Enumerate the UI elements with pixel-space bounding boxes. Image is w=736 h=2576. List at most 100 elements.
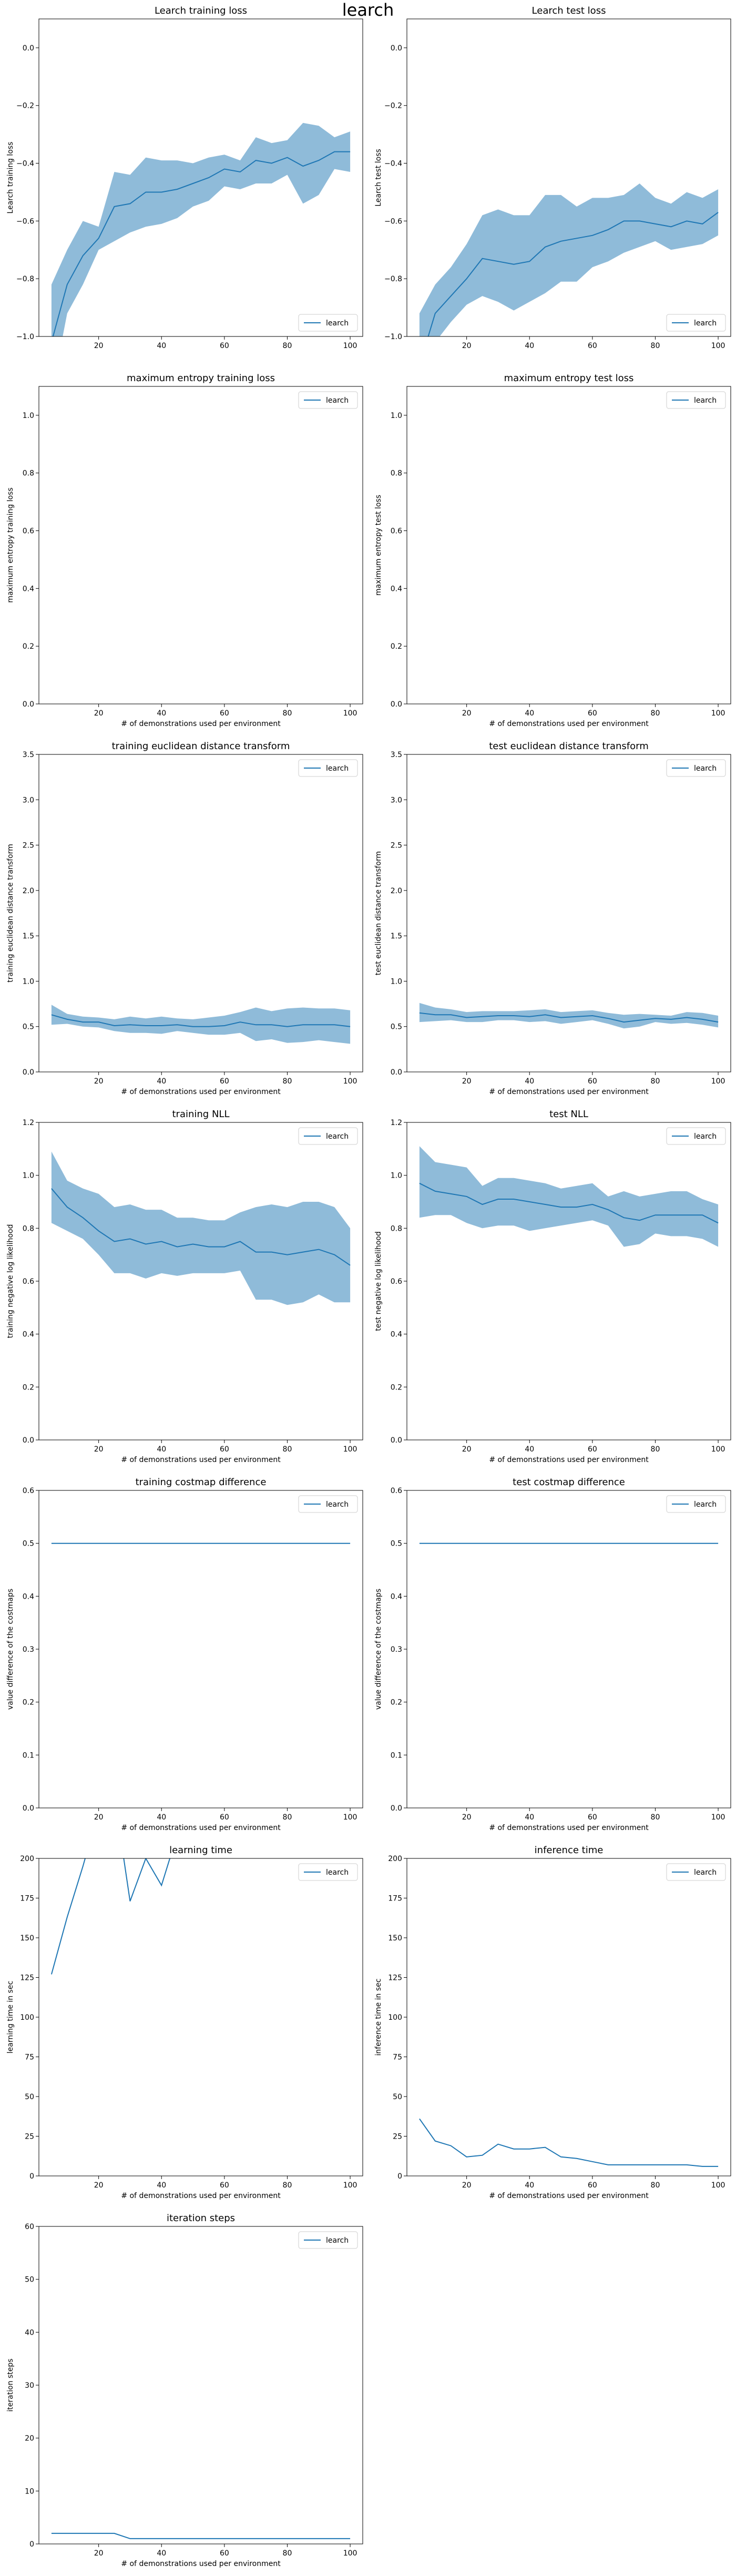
x-tick-label: 40 <box>525 342 534 350</box>
y-tick-label: 150 <box>388 1934 402 1943</box>
y-tick-label: −0.8 <box>384 275 402 283</box>
x-tick-label: 20 <box>462 1445 472 1454</box>
x-tick-label: 80 <box>651 709 660 718</box>
chart-title: iteration steps <box>167 2213 235 2224</box>
legend-box <box>298 759 358 777</box>
legend-box <box>666 1127 726 1145</box>
y-axis-label: test euclidean distance transform <box>374 851 383 975</box>
plot-area <box>419 183 719 336</box>
y-tick-label: 1.5 <box>391 932 402 941</box>
y-axis-label: training euclidean distance transform <box>6 844 15 982</box>
y-tick-label: 0.0 <box>391 1804 402 1813</box>
chart-panel-9: training costmap difference 20 40 60 80 100 0.… <box>6 1477 363 1832</box>
x-tick-label: 100 <box>343 1445 357 1454</box>
axes-frame <box>38 1858 363 2176</box>
legend-box <box>298 314 358 332</box>
x-tick-label: 80 <box>283 342 292 350</box>
y-axis-label: Learch training loss <box>6 142 15 214</box>
x-tick-label: 60 <box>220 1077 229 1086</box>
x-tick-label: 100 <box>343 2549 357 2558</box>
legend-label: learch <box>326 396 349 405</box>
chart-title: training euclidean distance transform <box>112 741 290 752</box>
chart-panel-8: test NLL 20 40 60 80 100 0.0 0.2 0.4 0.6 0.8 1.0 1.2… <box>374 1109 731 1464</box>
y-tick-label: 0.4 <box>23 585 34 593</box>
y-tick-label: 25 <box>25 2133 34 2141</box>
x-tick-label: 100 <box>343 709 357 718</box>
chart-panel-5: training euclidean distance transform 20 4… <box>6 741 363 1096</box>
y-tick-label: 0.4 <box>391 1592 402 1601</box>
y-tick-label: −1.0 <box>384 333 402 341</box>
chart-title: training costmap difference <box>136 1477 267 1488</box>
y-tick-label: 50 <box>25 2276 34 2284</box>
chart-title: inference time <box>535 1845 604 1856</box>
y-tick-label: 60 <box>25 2223 34 2231</box>
x-tick-label: 60 <box>220 1813 229 1822</box>
x-tick-label: 100 <box>343 1813 357 1822</box>
x-tick-label: 100 <box>711 342 725 350</box>
legend-box <box>666 1863 726 1881</box>
x-tick-label: 20 <box>462 342 472 350</box>
y-tick-label: 0.2 <box>23 1383 34 1392</box>
y-tick-label: 0.0 <box>391 1436 402 1445</box>
x-axis-label: # of demonstrations used per environment <box>489 1456 649 1464</box>
x-tick-label: 80 <box>283 709 292 718</box>
x-tick-label: 20 <box>94 1813 104 1822</box>
series-line-1 <box>51 2532 351 2539</box>
legend-label: learch <box>326 764 349 773</box>
y-tick-label: 0.8 <box>23 469 34 478</box>
legend-label: learch <box>326 2236 349 2245</box>
y-tick-label: 0.6 <box>23 1277 34 1286</box>
x-tick-label: 20 <box>94 1445 104 1454</box>
legend: learch <box>298 759 358 777</box>
y-tick-label: 0.3 <box>391 1645 402 1654</box>
legend-label: learch <box>694 1132 717 1141</box>
y-tick-label: 0.6 <box>391 527 402 536</box>
legend: learch <box>298 1127 358 1145</box>
x-tick-label: 20 <box>462 1813 472 1822</box>
y-axis-label: inference time in sec <box>374 1979 383 2056</box>
x-tick-label: 100 <box>711 1445 725 1454</box>
axes-frame <box>38 18 363 337</box>
y-tick-label: 175 <box>388 1895 402 1903</box>
x-tick-label: 40 <box>157 1077 166 1086</box>
x-tick-label: 80 <box>283 1445 292 1454</box>
y-tick-label: 0.5 <box>391 1023 402 1031</box>
chart-title: maximum entropy training loss <box>127 373 275 384</box>
y-tick-label: 1.0 <box>391 412 402 420</box>
legend: learch <box>666 391 726 409</box>
axes-frame <box>38 754 363 1072</box>
y-tick-label: 1.0 <box>391 1172 402 1180</box>
y-tick-label: 0.8 <box>391 469 402 478</box>
legend-label: learch <box>694 319 717 328</box>
y-axis-label: training negative log likelihood <box>6 1224 15 1338</box>
axes-frame <box>406 18 731 337</box>
x-axis-label: # of demonstrations used per environment <box>121 1824 281 1832</box>
y-tick-label: 0.5 <box>23 1023 34 1031</box>
y-tick-label: 200 <box>388 1855 402 1863</box>
y-tick-label: 0.5 <box>391 1540 402 1548</box>
x-tick-label: 60 <box>588 1445 597 1454</box>
y-tick-label: 1.2 <box>391 1119 402 1127</box>
x-tick-label: 20 <box>462 2181 472 2190</box>
x-tick-label: 20 <box>94 2181 104 2190</box>
y-axis-label: value difference of the costmaps <box>374 1589 383 1710</box>
plot-area <box>419 1146 719 1247</box>
legend: learch <box>666 1495 726 1513</box>
chart-title: training NLL <box>172 1109 230 1120</box>
x-tick-label: 60 <box>220 709 229 718</box>
series-line-1 <box>427 212 719 336</box>
plot-area <box>50 1858 171 1975</box>
series-line-1 <box>419 2118 719 2167</box>
y-axis-label: Learch test loss <box>374 149 383 207</box>
legend-box <box>666 1495 726 1513</box>
x-tick-label: 20 <box>94 1077 104 1086</box>
y-tick-label: 0.6 <box>23 1487 34 1495</box>
legend-box <box>666 314 726 332</box>
y-tick-label: 0.0 <box>391 1068 402 1077</box>
y-tick-label: 10 <box>25 2487 34 2496</box>
chart-title: test costmap difference <box>513 1477 625 1488</box>
x-axis-label: # of demonstrations used per environment <box>121 720 281 728</box>
y-tick-label: 3.5 <box>391 751 402 759</box>
legend: learch <box>298 391 358 409</box>
x-tick-label: 80 <box>651 1813 660 1822</box>
